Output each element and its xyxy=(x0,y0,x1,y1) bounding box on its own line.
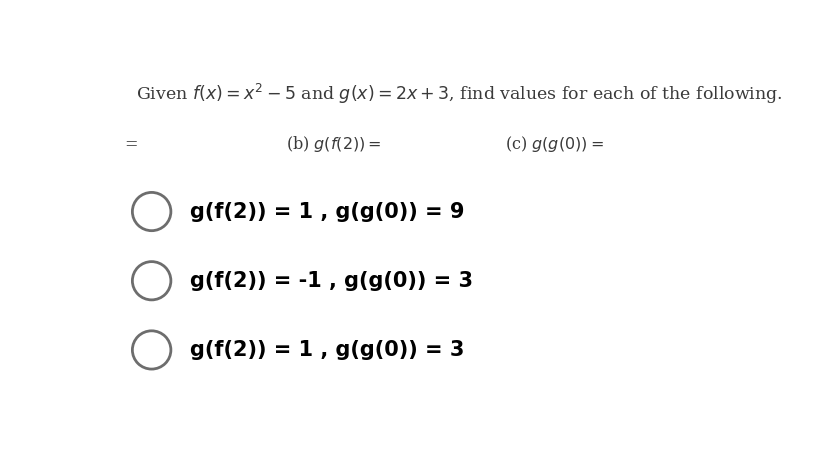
Text: =: = xyxy=(124,136,137,153)
Text: g(f(2)) = 1 , g(g(0)) = 3: g(f(2)) = 1 , g(g(0)) = 3 xyxy=(190,340,464,360)
Text: (c) $g(g(0))=$: (c) $g(g(0))=$ xyxy=(504,134,603,154)
Text: Given $f(x)=x^2-5$ and $g(x)=2x+3$, find values for each of the following.: Given $f(x)=x^2-5$ and $g(x)=2x+3$, find… xyxy=(136,82,782,106)
Text: (b) $g(f(2))=$: (b) $g(f(2))=$ xyxy=(286,134,381,154)
Text: g(f(2)) = -1 , g(g(0)) = 3: g(f(2)) = -1 , g(g(0)) = 3 xyxy=(190,271,472,291)
Text: g(f(2)) = 1 , g(g(0)) = 9: g(f(2)) = 1 , g(g(0)) = 9 xyxy=(190,201,464,221)
